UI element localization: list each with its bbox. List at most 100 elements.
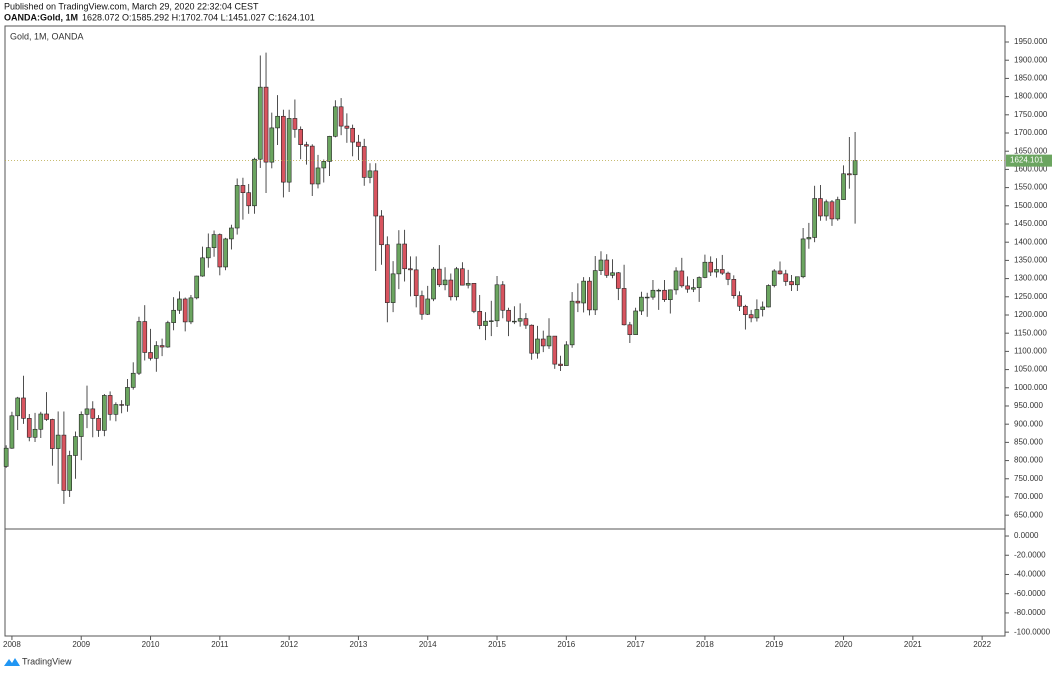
candle-body [691,287,696,290]
candle-body [673,270,679,291]
y-tick-label: 1400.000 [1014,237,1048,246]
y2-tick-label: -20.0000 [1014,550,1046,559]
y-tick-label: 1900.000 [1014,55,1048,64]
candle-body [667,289,673,301]
candle-body [73,436,78,456]
candle-body [615,272,621,289]
candle-body [234,185,240,229]
candle-body [102,395,107,431]
candle-body [263,86,269,163]
y-tick-label: 1250.000 [1014,292,1048,301]
candle-body [743,305,748,315]
candle-body [396,243,402,275]
candle-body [84,408,90,415]
y2-tick-label: -60.0000 [1014,589,1046,598]
x-tick-label: 2010 [142,640,160,649]
candle-body [413,269,419,296]
candle-body [304,144,309,147]
candle-body [483,320,488,326]
candle-body [748,314,754,319]
candle-body [338,106,344,127]
quote: 1628.072 O:1585.292 H:1702.704 L:1451.02… [82,12,315,22]
y-tick-label: 1750.000 [1014,110,1048,119]
y2-tick-label: -100.0000 [1014,627,1051,636]
y-tick-label: 800.000 [1014,456,1043,465]
candle-body [298,129,304,145]
y2-tick-label: -80.0000 [1014,608,1046,617]
y-tick-label: 650.000 [1014,510,1043,519]
candle-body [604,259,610,276]
candle-body [789,281,794,286]
candle-body [592,270,598,311]
candle-body [766,285,771,308]
published-line: Published on TradingView.com, March 29, … [4,1,259,11]
candle-body [702,261,708,278]
y-tick-label: 1150.000 [1014,328,1047,337]
logo [4,658,20,666]
candle-body [800,238,806,278]
candle-body [460,268,465,286]
x-tick-label: 2020 [835,640,853,649]
candle-body [130,372,136,388]
brand: TradingView [22,656,72,666]
candle-body [119,404,124,406]
candle-body [194,275,200,299]
x-tick-label: 2014 [419,640,437,649]
candle-body [841,173,846,200]
candle-body [696,277,702,288]
candle-body [656,289,662,292]
candle-body [494,284,500,322]
candle-body [159,345,165,348]
candle-body [205,247,211,259]
x-tick-label: 2022 [973,640,991,649]
candle-body [252,158,257,207]
candle-body [3,447,9,467]
x-tick-label: 2009 [72,640,90,649]
x-tick-label: 2019 [765,640,783,649]
candle-body [50,419,55,449]
candle-body [148,352,153,359]
candle-body [627,324,633,335]
x-tick-label: 2018 [696,640,714,649]
candle-body [188,297,194,323]
y-tick-label: 1800.000 [1014,92,1048,101]
candle-body [500,284,506,311]
last-price-label: 1624.101 [1010,156,1044,165]
candle-body [436,268,442,286]
y-tick-label: 1950.000 [1014,37,1048,46]
candle-body [569,300,575,346]
candle-body [846,173,852,176]
candle-body [344,125,350,129]
x-tick-label: 2013 [350,640,368,649]
candle-body [384,244,390,303]
candle-body [610,272,615,276]
y-tick-label: 1850.000 [1014,74,1048,83]
candle-body [125,387,130,406]
candle-body [771,270,777,286]
candle-body [165,322,171,348]
candle-body [281,115,286,183]
candle-body [315,167,321,185]
candle-body [350,127,355,143]
candle-body [107,395,113,415]
candle-body [136,321,142,374]
candle-body [488,320,494,322]
candle-body [662,289,667,301]
x-tick-label: 2017 [627,640,645,649]
candle-body [581,280,586,304]
candle-body [731,279,737,296]
candle-body [633,310,638,335]
candle-body [177,298,182,311]
candle-body [390,273,396,303]
candle-body [783,273,789,282]
candle-body [818,198,823,217]
candle-body [448,279,454,298]
candle-body [367,170,373,178]
y-tick-label: 1700.000 [1014,128,1048,137]
candle-body [754,309,760,319]
candle-body [96,418,101,431]
candle-body [644,296,650,299]
candle-body [373,170,379,217]
candle-body [587,280,592,311]
